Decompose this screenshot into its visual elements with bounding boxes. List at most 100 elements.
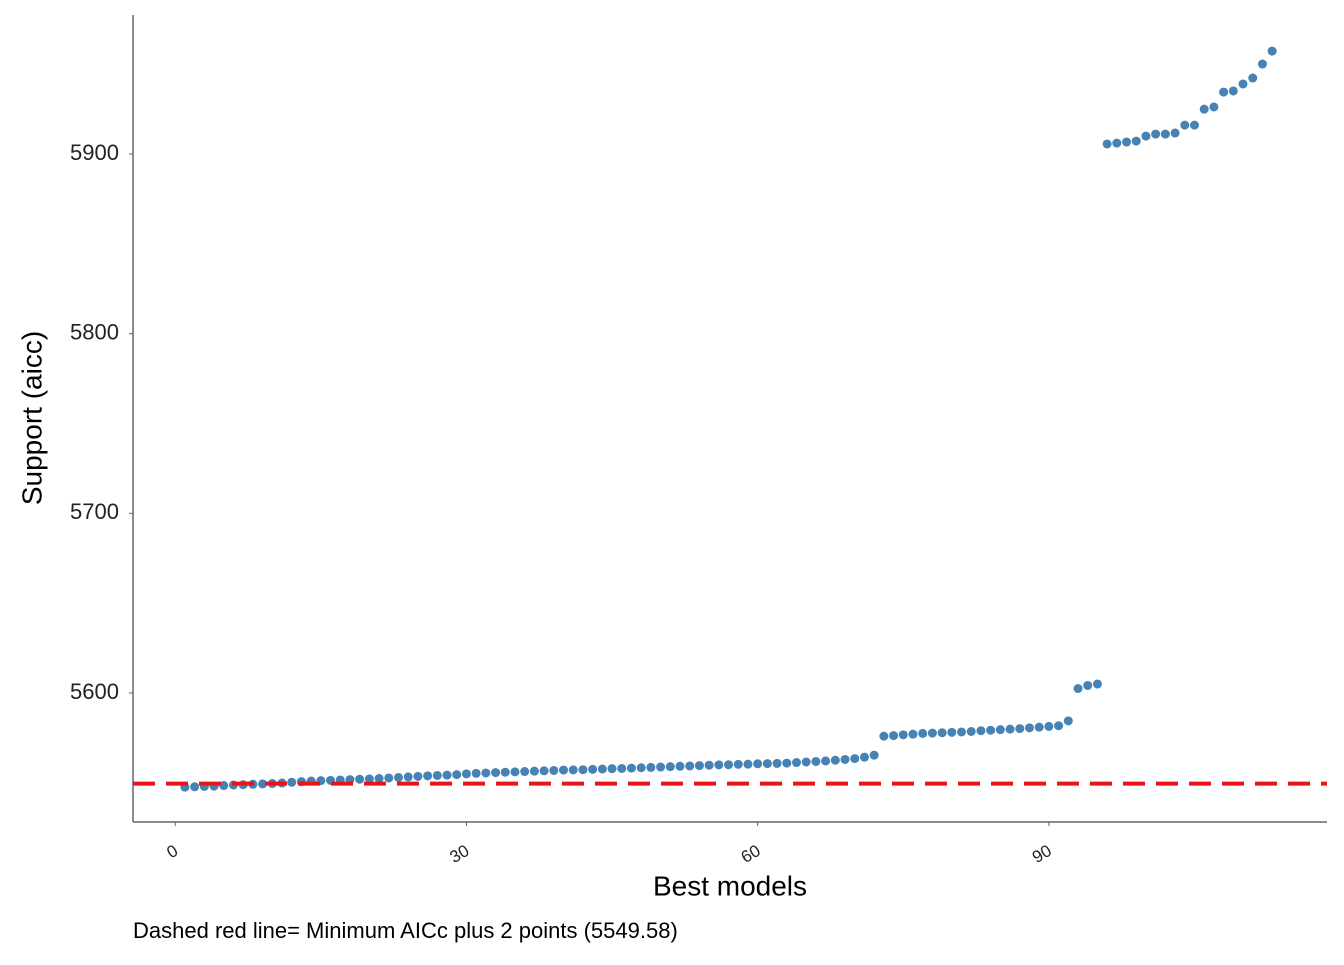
point bbox=[355, 774, 365, 784]
point bbox=[568, 765, 578, 775]
point bbox=[811, 756, 821, 766]
point bbox=[578, 765, 588, 775]
point bbox=[976, 726, 986, 736]
point bbox=[966, 726, 976, 736]
point bbox=[830, 755, 840, 765]
x-tick-label: 60 bbox=[738, 841, 764, 867]
point bbox=[432, 770, 442, 780]
point bbox=[957, 727, 967, 737]
x-tick-label: 30 bbox=[447, 841, 473, 867]
point bbox=[850, 754, 860, 764]
point bbox=[491, 768, 501, 778]
point bbox=[782, 758, 792, 768]
point bbox=[471, 768, 481, 778]
point bbox=[423, 771, 433, 781]
point bbox=[1102, 139, 1112, 149]
point bbox=[442, 770, 452, 780]
point bbox=[219, 781, 229, 791]
point bbox=[665, 762, 675, 772]
point bbox=[403, 772, 413, 782]
point bbox=[393, 772, 403, 782]
point bbox=[801, 757, 811, 767]
y-tick-label: 5800 bbox=[70, 320, 119, 345]
point bbox=[1248, 73, 1258, 83]
y-tick-label: 5700 bbox=[70, 499, 119, 524]
point bbox=[937, 728, 947, 738]
point bbox=[704, 760, 714, 770]
point bbox=[947, 727, 957, 737]
point bbox=[481, 768, 491, 778]
point bbox=[1228, 86, 1238, 96]
point bbox=[1267, 46, 1277, 56]
point bbox=[617, 763, 627, 773]
y-tick-label: 5900 bbox=[70, 140, 119, 165]
point bbox=[529, 766, 539, 776]
point bbox=[413, 771, 423, 781]
point bbox=[384, 773, 394, 783]
point bbox=[646, 762, 656, 772]
point bbox=[995, 725, 1005, 735]
y-tick-label: 5600 bbox=[70, 679, 119, 704]
point bbox=[1209, 102, 1219, 112]
point bbox=[1170, 128, 1180, 138]
point bbox=[626, 763, 636, 773]
point bbox=[1005, 724, 1015, 734]
point bbox=[1044, 721, 1054, 731]
point bbox=[520, 767, 530, 777]
point bbox=[1257, 59, 1267, 69]
point bbox=[859, 752, 869, 762]
point bbox=[1092, 679, 1102, 689]
point bbox=[500, 767, 510, 777]
point bbox=[1131, 136, 1141, 146]
point bbox=[714, 760, 724, 770]
point bbox=[597, 764, 607, 774]
point bbox=[1054, 721, 1064, 731]
point bbox=[1083, 680, 1093, 690]
point bbox=[772, 758, 782, 768]
x-tick-label: 90 bbox=[1029, 841, 1055, 867]
point bbox=[743, 759, 753, 769]
point bbox=[1063, 716, 1073, 726]
point bbox=[1189, 120, 1199, 130]
point bbox=[791, 758, 801, 768]
point bbox=[1034, 722, 1044, 732]
point bbox=[821, 756, 831, 766]
point bbox=[840, 754, 850, 764]
point bbox=[607, 764, 617, 774]
point bbox=[1122, 137, 1132, 147]
point bbox=[452, 770, 462, 780]
point bbox=[1199, 104, 1209, 114]
point bbox=[879, 731, 889, 741]
y-axis-title: Support (aicc) bbox=[16, 331, 47, 505]
point bbox=[1160, 129, 1170, 139]
point bbox=[1024, 723, 1034, 733]
point bbox=[1073, 684, 1083, 694]
point bbox=[1151, 129, 1161, 139]
point bbox=[539, 766, 549, 776]
caption: Dashed red line= Minimum AICc plus 2 poi… bbox=[133, 918, 678, 943]
point bbox=[549, 765, 559, 775]
x-tick-label: 0 bbox=[164, 841, 182, 862]
point bbox=[287, 777, 297, 787]
point bbox=[908, 729, 918, 739]
point bbox=[1015, 724, 1025, 734]
point bbox=[724, 760, 734, 770]
point bbox=[898, 730, 908, 740]
point bbox=[694, 761, 704, 771]
point bbox=[258, 779, 268, 789]
point bbox=[190, 782, 200, 792]
x-axis-title: Best models bbox=[653, 870, 807, 901]
point bbox=[918, 728, 928, 738]
point bbox=[364, 774, 374, 784]
point bbox=[510, 767, 520, 777]
point bbox=[733, 759, 743, 769]
point bbox=[1219, 87, 1229, 97]
point bbox=[762, 759, 772, 769]
point bbox=[1238, 79, 1248, 89]
point bbox=[636, 763, 646, 773]
point bbox=[1112, 138, 1122, 148]
point bbox=[461, 769, 471, 779]
point bbox=[1141, 131, 1151, 141]
point bbox=[374, 774, 384, 784]
